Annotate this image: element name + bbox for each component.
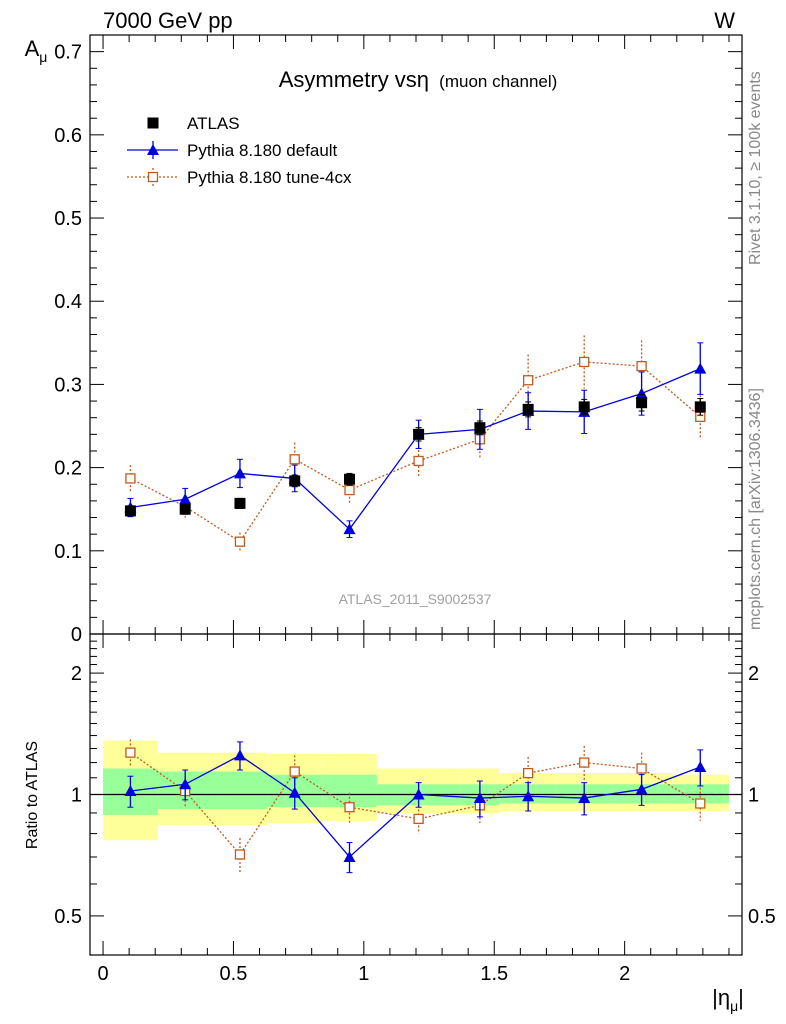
ratio-default-point (124, 785, 137, 797)
band-inner-2 (212, 771, 268, 810)
xtick-label: 0.5 (220, 963, 248, 985)
main-atlas-point (636, 397, 648, 409)
ratio-tune4cx-point (234, 849, 246, 860)
xtick-label: 1 (358, 963, 369, 985)
main-tune4cx-line (130, 361, 701, 543)
ratio-tune4cx-point (579, 757, 590, 768)
legend-label-0: ATLAS (187, 114, 240, 133)
band-inner-10 (671, 784, 729, 804)
main-atlas-point (522, 403, 534, 415)
mcplots-label: mcplots.cern.ch [arXiv:1306.3436] (747, 388, 764, 630)
main-tune4cx-point (289, 454, 300, 465)
ratio-ytick-label-right: 1 (748, 785, 759, 807)
ratio-tune4cx-point (522, 767, 534, 779)
main-tune4cx-point (522, 375, 534, 386)
ratio-tune4cx-point (636, 763, 647, 774)
rivet-label: Rivet 3.1.10, ≥ 100k events (747, 71, 764, 265)
xtick-label: 1.5 (480, 963, 508, 985)
main-ytick-label: 0.7 (54, 42, 82, 64)
xtick-label: 2 (619, 963, 630, 985)
ratio-tune4cx-point (695, 798, 706, 809)
main-ytick-label: 0.2 (54, 458, 82, 480)
plot-title-main: Asymmetry vsη (279, 67, 429, 92)
ratio-default-point (412, 788, 425, 800)
main-default-point (343, 523, 356, 535)
ratio-default-point (578, 792, 591, 804)
main-ytick-label: 0.6 (54, 125, 82, 147)
ratio-ytick-label-right: 2 (748, 663, 759, 685)
main-default-point (179, 493, 192, 505)
main-ytick-label: 0.3 (54, 374, 82, 396)
main-atlas-point (289, 475, 301, 487)
xtick-label: 0 (97, 963, 108, 985)
legend-marker-0 (147, 117, 159, 129)
x-axis-label: |ημ| (712, 985, 744, 1014)
main-default-point (635, 387, 648, 399)
main-ytick-label: 0.5 (54, 208, 82, 230)
legend-marker-2 (147, 171, 159, 183)
main-default-point (233, 467, 246, 479)
main-atlas-point (234, 497, 246, 509)
main-default-line (130, 368, 701, 531)
ratio-panel-series (124, 739, 707, 874)
main-atlas-point (343, 473, 355, 485)
ratio-ytick-label: 1 (71, 785, 82, 807)
main-y-axis-label: Aμ (25, 36, 48, 65)
main-tune4cx-point (125, 473, 136, 484)
legend-label-2: Pythia 8.180 tune-4cx (187, 168, 352, 187)
main-ytick-label: 0 (71, 624, 82, 646)
main-tune4cx-point (636, 360, 647, 372)
ratio-default-point (522, 790, 535, 802)
main-atlas-point (179, 503, 191, 515)
main-atlas-point (413, 428, 425, 440)
main-atlas-point (124, 505, 136, 517)
legend-label-1: Pythia 8.180 default (187, 141, 338, 160)
ratio-ytick-label-right: 0.5 (748, 906, 776, 928)
ratio-default-point (473, 792, 486, 804)
main-tune4cx-point (344, 484, 355, 496)
ratio-y-axis-label: Ratio to ATLAS (24, 741, 41, 849)
watermark: ATLAS_2011_S9002537 (339, 591, 492, 607)
ratio-default-point (343, 850, 356, 862)
header-right-label: W (714, 8, 735, 33)
main-default-point (694, 362, 707, 374)
main-panel-series (124, 335, 707, 551)
header-left-label: 7000 GeV pp (103, 8, 233, 33)
ratio-default-point (233, 749, 246, 761)
main-tune4cx-point (413, 455, 424, 467)
ratio-default-point (288, 786, 301, 798)
main-tune4cx-point (579, 356, 590, 368)
main-ytick-label: 0.4 (54, 291, 82, 313)
legend: ATLAS Pythia 8.180 default Pythia 8.180 tu… (127, 114, 352, 187)
main-atlas-point (694, 401, 706, 413)
ratio-ytick-label: 2 (71, 663, 82, 685)
plot-title: Asymmetry vsη (muon channel) (279, 67, 558, 92)
plot-title-sub: (muon channel) (439, 72, 557, 91)
ratio-ytick-label: 0.5 (54, 906, 82, 928)
ratio-tune4cx-point (289, 766, 300, 777)
main-atlas-point (474, 422, 486, 434)
ratio-default-point (179, 778, 192, 790)
ratio-tune4cx-point (125, 747, 136, 758)
main-tune4cx-point (234, 536, 246, 547)
axis-ticks: 0 0.1 0.2 0.3 0.4 0.5 0.6 0.7 0.5 0.5 1 1 2 2 0 0.5 1 1.5… (54, 34, 776, 985)
legend-marker-1 (147, 144, 159, 155)
main-ytick-label: 0.1 (54, 541, 82, 563)
ratio-default-point (635, 783, 648, 795)
ratio-tune4cx-point (413, 813, 424, 825)
main-atlas-point (578, 401, 590, 413)
ratio-default-point (694, 760, 707, 772)
ratio-tune4cx-point (344, 802, 355, 813)
